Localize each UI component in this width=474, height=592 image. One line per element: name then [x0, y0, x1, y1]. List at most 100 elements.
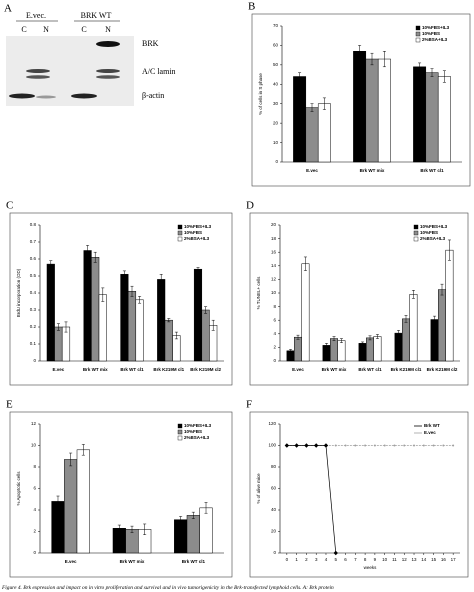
legend-label: 10%FBS+IL3: [184, 224, 212, 229]
marker: [373, 444, 376, 447]
error-bar: [138, 296, 142, 304]
legend-label: 2%BSA+IL3: [422, 37, 448, 42]
error-bar: [86, 245, 90, 256]
panel-letter: C: [6, 200, 13, 212]
bar: [91, 257, 100, 362]
x-tick-label: 0: [286, 557, 289, 562]
bar: [413, 66, 427, 163]
blot-band: [26, 69, 50, 73]
y-tick-label: 30: [273, 101, 279, 106]
x-tick-label: Brk WT cl1: [358, 367, 382, 372]
error-bar: [69, 452, 73, 467]
error-bar: [375, 334, 379, 339]
panel-frame: [251, 13, 471, 187]
legend-swatch: [415, 31, 421, 37]
blot-band: [96, 41, 120, 47]
error-bar: [143, 523, 147, 535]
y-tick-label: 12: [271, 277, 277, 282]
bar: [51, 501, 65, 554]
error-bar: [289, 349, 293, 353]
y-tick-label: 8: [273, 304, 276, 309]
y-tick-label: 6: [273, 317, 276, 322]
y-tick-label: 0.8: [30, 222, 37, 227]
bar: [199, 507, 213, 554]
y-tick-label: 50: [273, 62, 279, 67]
legend-label: 2%BSA+IL3: [184, 435, 210, 440]
bar: [437, 76, 451, 163]
x-tick-label: Brk K219M cl1: [153, 367, 184, 372]
error-bar: [339, 338, 343, 343]
y-tick-label: 60: [271, 486, 277, 491]
error-bar: [447, 239, 451, 261]
bar: [425, 72, 439, 163]
bar: [125, 529, 139, 554]
x-tick-label: Brk WT mix: [120, 559, 145, 564]
panel-letter: A: [4, 3, 12, 15]
y-tick-label: 6: [33, 486, 36, 491]
error-bar: [404, 315, 408, 323]
y-tick-label: 0: [273, 358, 276, 363]
bar: [135, 299, 144, 362]
error-bar: [174, 331, 178, 340]
legend-swatch: [177, 429, 183, 435]
error-bar: [310, 103, 314, 112]
bar: [201, 309, 210, 362]
y-tick-label: 0: [275, 159, 278, 164]
bar: [98, 294, 107, 362]
error-bar: [430, 68, 434, 77]
legend-label: 10%FBS: [184, 230, 202, 235]
x-tick-label: E.vec: [292, 367, 304, 372]
x-tick-label: 15: [431, 557, 437, 562]
error-bar: [433, 315, 437, 324]
bar: [409, 294, 418, 362]
chart-panel: D 0 2 4 6 8 10 12 14 16 18 20 % TUNEL+ cells 10%FBS+I…: [246, 200, 469, 386]
y-tick-label: 80: [271, 464, 277, 469]
x-tick-label: Brk WT mix: [322, 367, 347, 372]
marker: [354, 444, 357, 447]
bar: [293, 76, 307, 163]
legend-swatch: [177, 435, 183, 441]
error-bar: [64, 321, 68, 333]
y-tick-label: 2: [273, 345, 276, 350]
error-bar: [303, 256, 307, 271]
bar: [46, 263, 55, 362]
bar: [174, 519, 188, 554]
y-tick-label: 4: [33, 507, 36, 512]
x-tick-label: 6: [344, 557, 347, 562]
legend-swatch: [177, 224, 183, 230]
bar: [294, 336, 302, 362]
legend-swatch: [413, 224, 419, 230]
y-tick-label: 10: [31, 443, 37, 448]
legend-label: Brk WT: [424, 423, 440, 428]
marker: [334, 444, 337, 447]
marker: [323, 443, 329, 448]
marker: [393, 444, 396, 447]
bar: [317, 103, 331, 163]
error-bar: [442, 70, 446, 83]
bar: [301, 263, 310, 362]
y-tick-label: 120: [268, 421, 276, 426]
legend-label: 10%FBS+IL3: [184, 423, 212, 428]
marker: [452, 444, 455, 447]
error-bar: [298, 72, 302, 81]
blot-band: [9, 93, 35, 99]
error-bar: [382, 51, 386, 68]
bar: [64, 459, 78, 554]
bar: [209, 325, 218, 362]
bar: [358, 343, 367, 362]
y-tick-label: 0: [273, 550, 276, 555]
bar: [365, 58, 379, 163]
error-bar: [101, 287, 105, 302]
marker: [344, 444, 347, 447]
y-tick-label: 0.7: [30, 239, 37, 244]
blot-band: [96, 69, 120, 73]
y-tick-label: 12: [31, 421, 37, 426]
error-bar: [332, 336, 336, 341]
error-bar: [397, 330, 401, 337]
y-tick-label: 60: [273, 43, 279, 48]
bar: [193, 268, 203, 362]
legend-label: 10%FBS: [184, 429, 202, 434]
x-tick-label: Brk WT mix: [360, 168, 385, 173]
group-label: BRK WT: [81, 11, 112, 20]
